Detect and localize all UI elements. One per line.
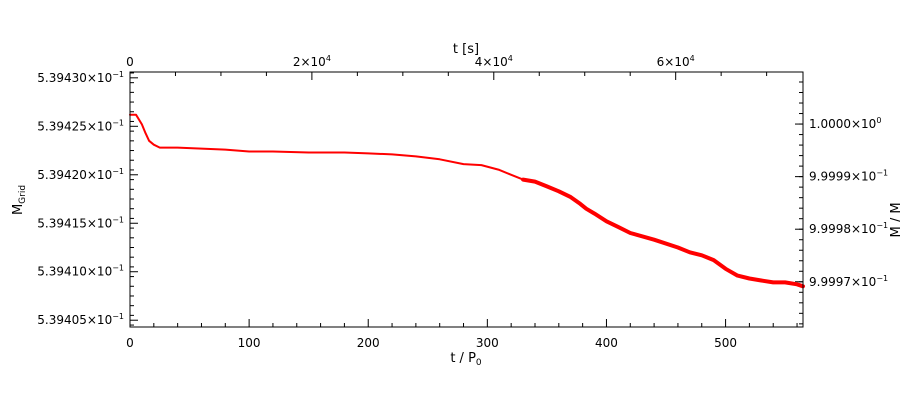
y-tick-label: 5.39420×10−1 [37,167,124,182]
x-axis-title: t / P0 [450,351,482,368]
chart-series [129,113,805,289]
x-tick-label: 400 [595,336,618,350]
x-tick-label: 300 [476,336,499,350]
series-line [129,113,804,288]
right-y-tick-label: 9.9998×10−1 [809,221,888,236]
y-tick-label: 5.39425×10−1 [37,118,124,133]
chart-ticks [129,72,803,327]
y-tick-label: 5.39405×10−1 [37,312,124,327]
top-x-tick-label: 4×104 [475,54,513,69]
top-x-tick-label: 0 [126,55,134,69]
y-axis-title: MGrid [11,185,28,215]
y-tick-label: 5.39430×10−1 [37,70,124,85]
y-tick-label: 5.39410×10−1 [37,264,124,279]
y-tick-label: 5.39415×10−1 [37,215,124,230]
tick-labels: 0 100 200 300 400 500 0 2×104 4×104 6×104 5.39405×… [37,54,888,350]
x-tick-label: 100 [238,336,261,350]
right-y-tick-label: 9.9997×10−1 [809,274,888,289]
top-x-tick-label: 2×104 [293,54,331,69]
right-y-tick-label: 9.9999×10−1 [809,169,888,184]
plot-frame [129,71,804,328]
x-tick-label: 0 [126,336,134,350]
top-x-axis-title: t [s] [453,42,479,57]
x-tick-label: 500 [714,336,737,350]
series-line-band [521,177,805,289]
top-x-tick-label: 6×104 [657,54,695,69]
x-tick-label: 200 [357,336,380,350]
right-y-tick-label: 1.0000×100 [809,116,881,131]
right-y-axis-title: M / M [889,202,900,237]
